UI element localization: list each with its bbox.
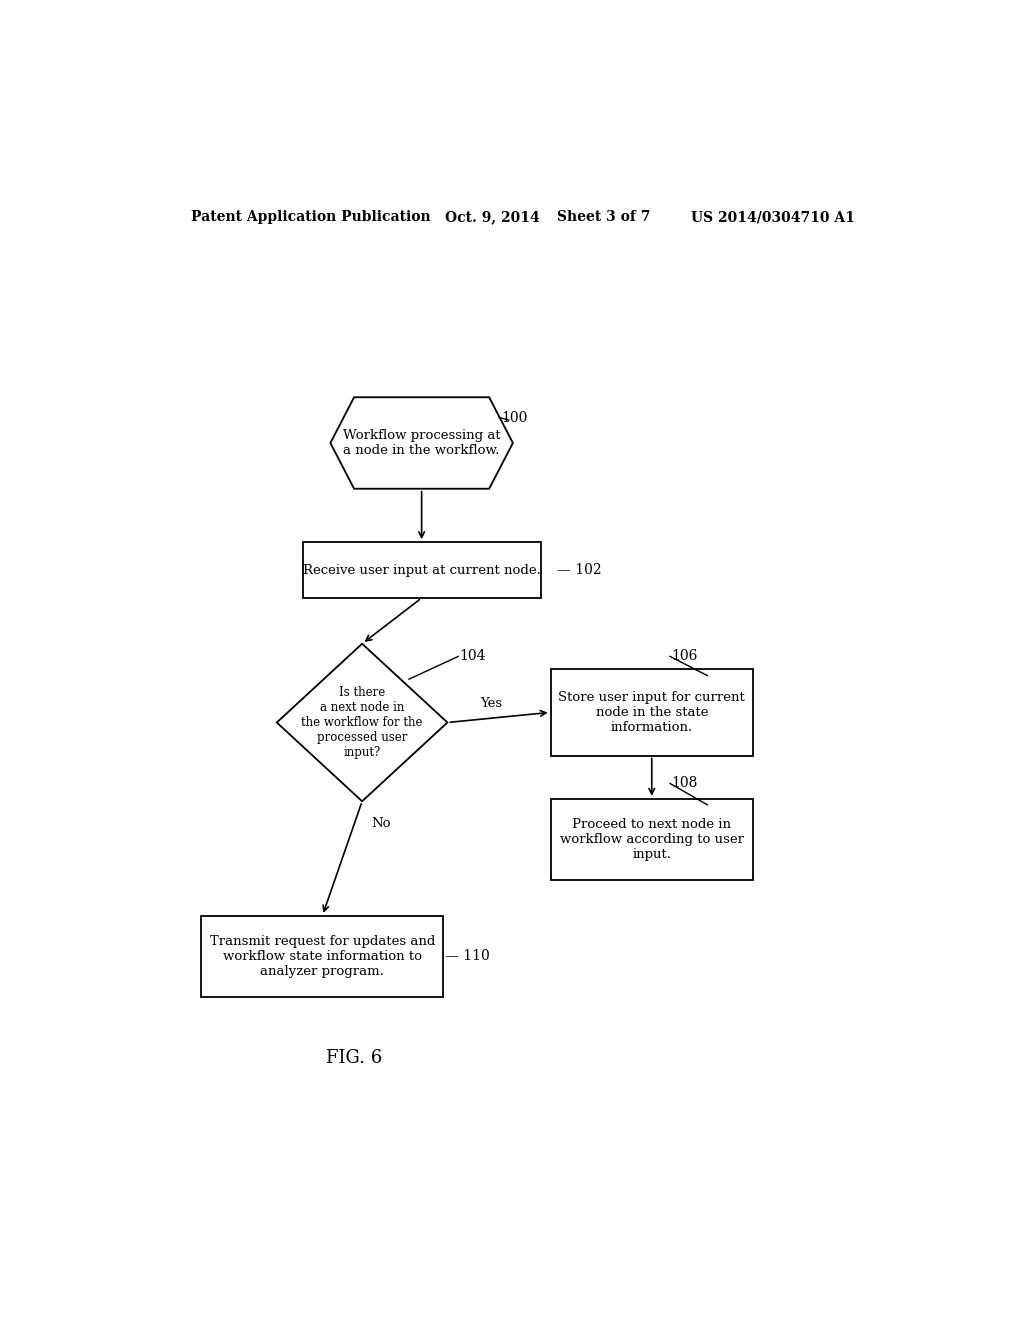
Bar — [202, 916, 443, 997]
Text: Patent Application Publication: Patent Application Publication — [191, 210, 431, 224]
Text: Yes: Yes — [480, 697, 502, 710]
Polygon shape — [276, 644, 447, 801]
Text: Receive user input at current node.: Receive user input at current node. — [303, 564, 541, 577]
Text: Workflow processing at
a node in the workflow.: Workflow processing at a node in the wor… — [343, 429, 501, 457]
Text: — 110: — 110 — [445, 949, 490, 964]
Text: 106: 106 — [672, 649, 698, 664]
Text: 100: 100 — [501, 411, 527, 425]
Polygon shape — [331, 397, 513, 488]
Text: Transmit request for updates and
workflow state information to
analyzer program.: Transmit request for updates and workflo… — [210, 935, 435, 978]
Text: 104: 104 — [460, 649, 486, 664]
Text: No: No — [372, 817, 391, 829]
Text: US 2014/0304710 A1: US 2014/0304710 A1 — [691, 210, 855, 224]
Bar — [551, 799, 753, 880]
Text: — 102: — 102 — [557, 564, 601, 577]
Text: 108: 108 — [672, 776, 698, 791]
Text: Is there
a next node in
the workflow for the
processed user
input?: Is there a next node in the workflow for… — [301, 686, 423, 759]
Bar — [551, 669, 753, 755]
Text: Store user input for current
node in the state
information.: Store user input for current node in the… — [558, 690, 745, 734]
Text: Proceed to next node in
workflow according to user
input.: Proceed to next node in workflow accordi… — [560, 818, 743, 861]
Text: FIG. 6: FIG. 6 — [326, 1049, 382, 1067]
Bar — [303, 543, 541, 598]
Text: Sheet 3 of 7: Sheet 3 of 7 — [557, 210, 650, 224]
Text: Oct. 9, 2014: Oct. 9, 2014 — [445, 210, 541, 224]
